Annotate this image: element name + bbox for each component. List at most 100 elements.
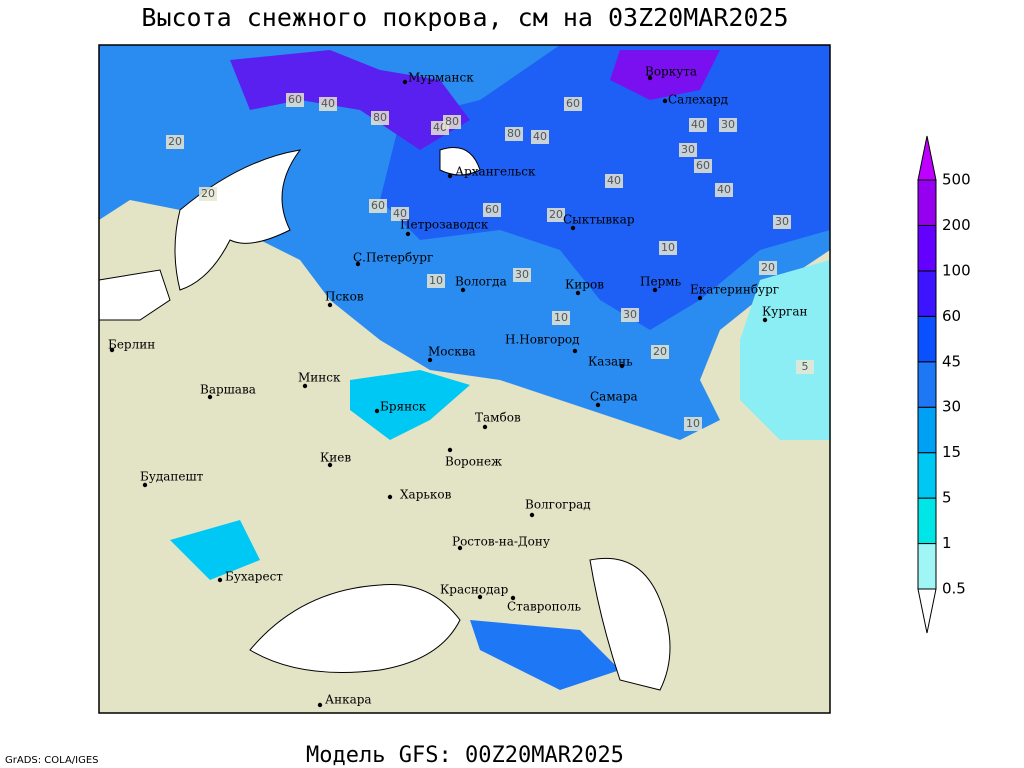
contour-label-box: [689, 118, 707, 132]
contour-label-box: [564, 97, 582, 111]
contour-label: 20: [168, 135, 182, 148]
map-frame: [98, 44, 831, 714]
contour-label-box: [505, 127, 523, 141]
contour-label: 40: [533, 130, 547, 143]
city-label: Курган: [762, 305, 807, 319]
legend-swatch: [917, 543, 937, 590]
city-label: Воркута: [645, 65, 697, 79]
city-label: Киев: [320, 451, 351, 465]
city-dot: [317, 702, 323, 708]
legend-level: 15: [942, 443, 961, 461]
city-label: Н.Новгород: [505, 333, 580, 347]
white-sea: [439, 147, 481, 176]
contour-label: 80: [445, 115, 459, 128]
city-label: Киров: [565, 278, 604, 292]
city-dot: [447, 173, 453, 179]
city-label: Краснодар: [440, 583, 509, 597]
city-dot: [374, 408, 380, 414]
contour-label-box: [552, 311, 570, 325]
city-dot: [207, 394, 213, 400]
city-dot: [302, 383, 308, 389]
city-dot: [457, 545, 463, 551]
credit: GrADS: COLA/IGES: [5, 755, 99, 766]
city-label: С.Петербург: [353, 251, 433, 265]
contour-label: 60: [288, 93, 302, 106]
legend-swatch: [917, 361, 937, 408]
city-label: Воронеж: [445, 455, 502, 469]
contour-label-box: [659, 241, 677, 255]
contour-label-box: [391, 207, 409, 221]
city-dot: [529, 512, 535, 518]
city-dot: [460, 287, 466, 293]
contour-label: 40: [393, 207, 407, 220]
contour-label-box: [513, 268, 531, 282]
contour-label-box: [531, 130, 549, 144]
contour-label-box: [547, 208, 565, 222]
legend-swatch: [917, 497, 937, 545]
legend-swatch: [917, 135, 937, 181]
contour-label: 40: [321, 97, 335, 110]
legend-level: 30: [942, 398, 961, 416]
contour-label: 30: [721, 118, 735, 131]
contour-label: 40: [691, 118, 705, 131]
snow-area: [170, 520, 260, 580]
contour-label: 60: [371, 199, 385, 212]
city-dot: [762, 317, 768, 323]
city-dot: [109, 347, 115, 353]
city-label: Екатеринбург: [690, 283, 779, 297]
city-label: Пермь: [640, 275, 682, 289]
city-label: Мурманск: [408, 71, 474, 85]
city-label: Самара: [590, 390, 638, 404]
city-dot: [427, 357, 433, 363]
contour-label-box: [483, 203, 501, 217]
city-dot: [217, 577, 223, 583]
contour-label: 10: [429, 274, 443, 287]
contour-label: 60: [696, 159, 710, 172]
contour-label: 20: [201, 187, 215, 200]
contour-label: 40: [607, 174, 621, 187]
city-dot: [402, 79, 408, 85]
city-dot: [595, 402, 601, 408]
city-label: Петрозаводск: [400, 218, 489, 232]
legend-swatch: [917, 270, 937, 317]
city-dot: [619, 363, 625, 369]
snow-area: [350, 370, 470, 440]
city-label: Псков: [325, 290, 364, 304]
legend-swatch: [917, 588, 937, 634]
snow-area: [610, 50, 720, 100]
contour-label-box: [684, 417, 702, 431]
contour-label: 5: [802, 360, 809, 373]
city-dot: [510, 595, 516, 601]
contour-label: 40: [717, 183, 731, 196]
contour-label-box: [605, 174, 623, 188]
caspian-sea: [589, 557, 671, 691]
map-area: [98, 44, 831, 714]
city-dot: [387, 494, 393, 500]
legend-swatch: [917, 452, 937, 499]
city-label: Минск: [298, 371, 341, 385]
city-label: Архангельск: [455, 165, 536, 179]
city-dot: [647, 75, 653, 81]
contour-label: 10: [661, 241, 675, 254]
contour-label-box: [715, 183, 733, 197]
contour-label: 20: [549, 208, 563, 221]
legend-level: 200: [942, 216, 971, 234]
city-label: Сыктывкар: [563, 213, 635, 227]
contour-label-box: [694, 159, 712, 173]
contour-label: 10: [554, 311, 568, 324]
contour-label: 60: [485, 203, 499, 216]
contour-label-box: [651, 345, 669, 359]
contour-label-box: [286, 93, 304, 107]
city-label: Тамбов: [475, 411, 521, 425]
contour-label: 30: [681, 143, 695, 156]
city-label: Москва: [428, 345, 476, 359]
city-label: Анкара: [325, 693, 372, 707]
contour-label-box: [621, 308, 639, 322]
baltic-sea: [174, 149, 302, 291]
legend-swatch: [917, 315, 937, 363]
contour-label: 20: [653, 345, 667, 358]
city-label: Вологда: [455, 275, 507, 289]
